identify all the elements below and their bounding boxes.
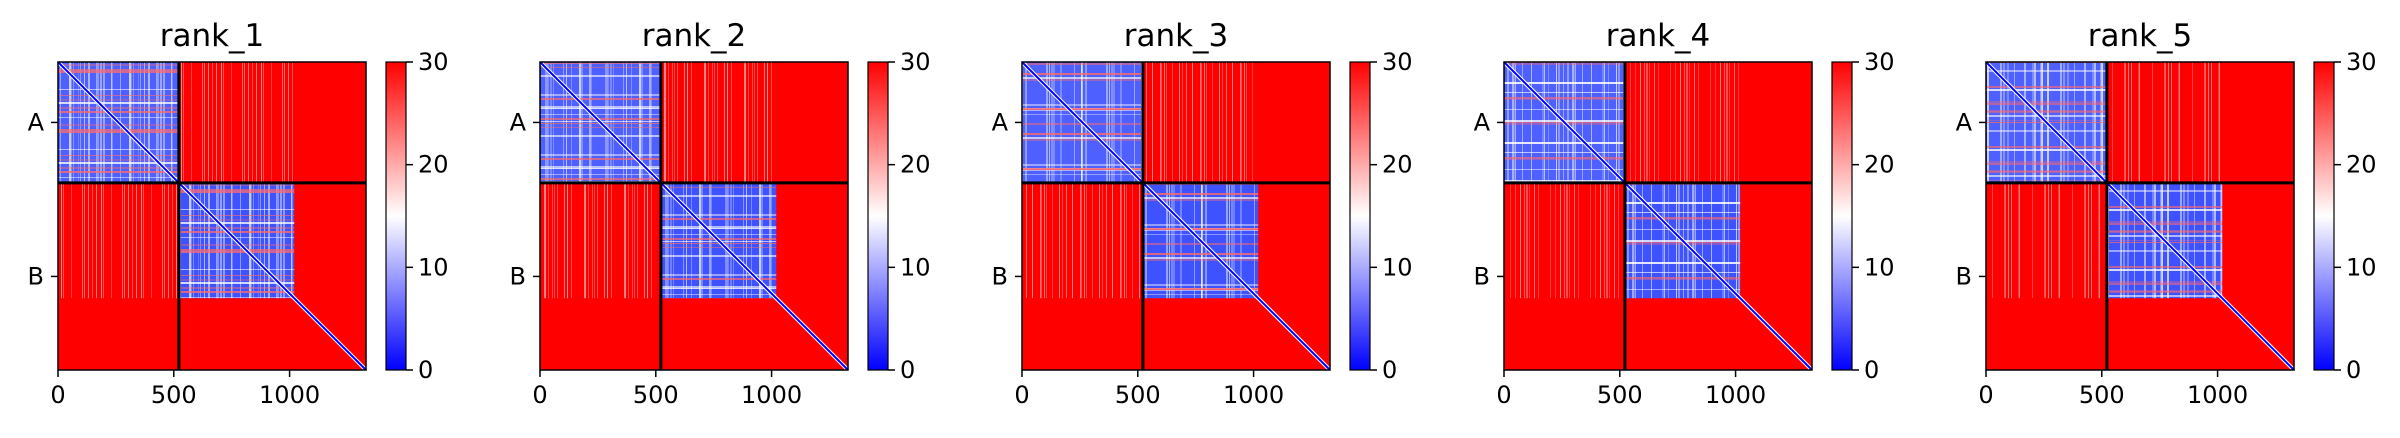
colorbar-tick-label: 20 — [900, 151, 931, 179]
heatmap-offdiag-ba — [540, 182, 661, 299]
heatmap-offdiag-ba — [58, 182, 179, 299]
chain-label-B: B — [28, 262, 44, 290]
colorbar — [1350, 62, 1370, 370]
chain-label-A: A — [1956, 108, 1973, 136]
heatmap-diagonal — [1021, 61, 1331, 371]
heatmap-offdiag-ab — [178, 62, 295, 183]
heatmap-offdiag-ba — [1504, 182, 1625, 299]
heatmap-offdiag-ab — [2106, 62, 2223, 183]
colorbar-frame — [2313, 61, 2335, 371]
heatmap-diagonal — [57, 61, 367, 371]
x-tick-label: 0 — [1496, 381, 1511, 409]
x-tick-label: 500 — [1115, 381, 1161, 409]
x-tick-label: 0 — [1978, 381, 1993, 409]
colorbar-tick-label: 30 — [1864, 48, 1895, 76]
heatmap-diagonal — [1985, 61, 2295, 371]
heatmap-panel-5: rank_5 0 500 1000 A B 0 10 20 30 — [1956, 18, 2377, 409]
colorbar-tick-label: 10 — [1382, 253, 1413, 281]
chain-label-A: A — [992, 108, 1009, 136]
panel-title: rank_3 — [1124, 18, 1229, 54]
x-tick-label: 1000 — [1705, 381, 1766, 409]
panel-title: rank_5 — [2088, 18, 2193, 54]
x-tick-label: 1000 — [2187, 381, 2248, 409]
heatmap-panel-1: rank_1 0 500 1000 A B 0 10 20 30 — [28, 18, 449, 409]
colorbar-tick-label: 0 — [2346, 356, 2361, 384]
heatmap-offdiag-ba — [1022, 182, 1143, 299]
x-tick-label: 500 — [151, 381, 197, 409]
colorbar-frame — [385, 61, 407, 371]
x-tick-label: 1000 — [1223, 381, 1284, 409]
heatmap-frame — [1021, 61, 1331, 371]
colorbar-frame — [867, 61, 889, 371]
heatmap-diagonal — [1503, 61, 1813, 371]
colorbar-frame — [1831, 61, 1853, 371]
heatmap-panel-4: rank_4 0 500 1000 A B 0 10 20 30 — [1474, 18, 1895, 409]
colorbar-tick-label: 0 — [1382, 356, 1397, 384]
heatmap-offdiag-ab — [1624, 62, 1741, 183]
x-tick-label: 0 — [50, 381, 65, 409]
heatmap-diagonal — [539, 61, 849, 371]
heatmap-frame — [57, 61, 367, 371]
chain-label-A: A — [28, 108, 45, 136]
colorbar-tick-label: 20 — [2346, 151, 2377, 179]
colorbar — [386, 62, 406, 370]
colorbar-tick-label: 30 — [1382, 48, 1413, 76]
heatmap-offdiag-ab — [1142, 62, 1259, 183]
colorbar-tick-label: 30 — [418, 48, 449, 76]
chain-label-A: A — [1474, 108, 1491, 136]
heatmap-offdiag-ba — [1986, 182, 2107, 299]
heatmap-panel-2: rank_2 0 500 1000 A B 0 10 20 30 — [510, 18, 931, 409]
heatmap-panel-3: rank_3 0 500 1000 A B 0 10 20 30 — [992, 18, 1413, 409]
x-tick-label: 500 — [1597, 381, 1643, 409]
chain-label-B: B — [510, 262, 526, 290]
heatmap-frame — [1503, 61, 1813, 371]
colorbar — [1832, 62, 1852, 370]
colorbar-frame — [1349, 61, 1371, 371]
colorbar-tick-label: 10 — [2346, 253, 2377, 281]
panel-title: rank_2 — [642, 18, 747, 54]
panel-title: rank_1 — [160, 18, 265, 54]
x-tick-label: 1000 — [259, 381, 320, 409]
colorbar-tick-label: 10 — [418, 253, 449, 281]
colorbar-tick-label: 20 — [1382, 151, 1413, 179]
colorbar-tick-label: 30 — [900, 48, 931, 76]
x-tick-label: 500 — [633, 381, 679, 409]
chain-label-B: B — [1474, 262, 1490, 290]
chain-label-B: B — [992, 262, 1008, 290]
x-tick-label: 0 — [1014, 381, 1029, 409]
heatmap-offdiag-ab — [660, 62, 777, 183]
x-tick-label: 0 — [532, 381, 547, 409]
panel-title: rank_4 — [1606, 18, 1711, 54]
colorbar-tick-label: 30 — [2346, 48, 2377, 76]
colorbar — [868, 62, 888, 370]
heatmap-frame — [1985, 61, 2295, 371]
heatmap-frame — [539, 61, 849, 371]
colorbar — [2314, 62, 2334, 370]
colorbar-tick-label: 20 — [418, 151, 449, 179]
colorbar-tick-label: 0 — [1864, 356, 1879, 384]
chain-label-A: A — [510, 108, 527, 136]
colorbar-tick-label: 0 — [900, 356, 915, 384]
colorbar-tick-label: 10 — [900, 253, 931, 281]
chain-label-B: B — [1956, 262, 1972, 290]
x-tick-label: 500 — [2079, 381, 2125, 409]
colorbar-tick-label: 0 — [418, 356, 433, 384]
colorbar-tick-label: 20 — [1864, 151, 1895, 179]
colorbar-tick-label: 10 — [1864, 253, 1895, 281]
x-tick-label: 1000 — [741, 381, 802, 409]
